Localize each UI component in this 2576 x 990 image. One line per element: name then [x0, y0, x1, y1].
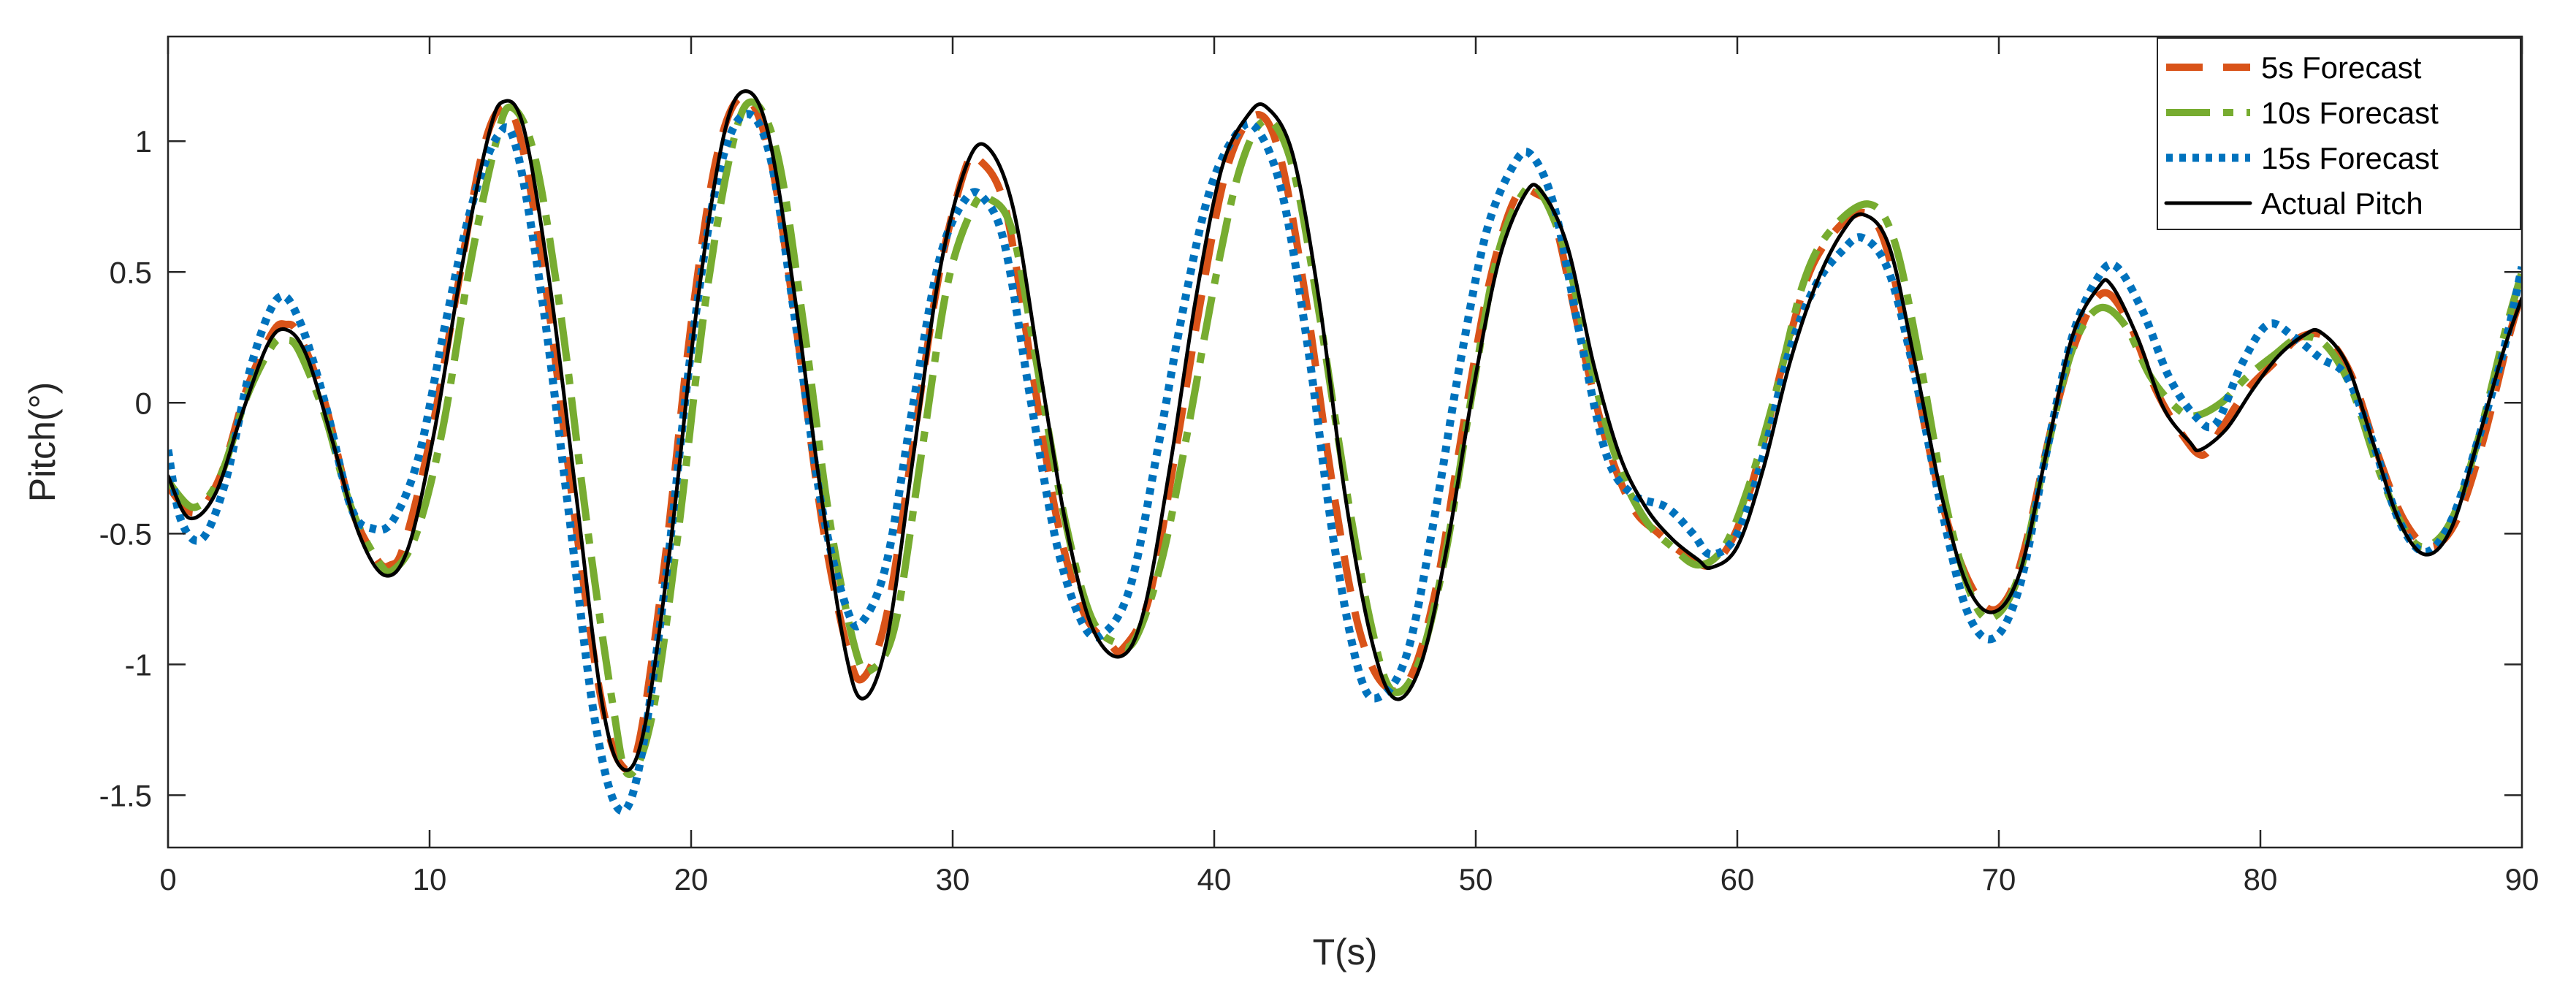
- series-line-10s-forecast: [168, 98, 2522, 778]
- x-tick-label: 40: [1197, 862, 1232, 896]
- x-tick-label: 0: [159, 862, 176, 896]
- legend-box: [2157, 37, 2521, 230]
- legend-label: 5s Forecast: [2261, 50, 2422, 85]
- x-tick-label: 70: [1982, 862, 2016, 896]
- y-axis-label: Pitch(°): [22, 382, 63, 502]
- x-tick-label: 30: [936, 862, 970, 896]
- x-tick-label: 90: [2505, 862, 2539, 896]
- series-line-5s-forecast: [168, 93, 2522, 774]
- x-axis-label: T(s): [1313, 932, 1378, 972]
- y-tick-label: 0.5: [110, 255, 152, 289]
- plot-frame: [167, 35, 2523, 849]
- x-tick-label: 80: [2244, 862, 2278, 896]
- x-tick-label: 20: [674, 862, 709, 896]
- y-tick-label: -0.5: [99, 517, 152, 551]
- x-tick-label: 50: [1459, 862, 1493, 896]
- x-tick-label: 10: [413, 862, 447, 896]
- y-tick-label: -1.5: [99, 778, 152, 812]
- x-tick-label: 60: [1720, 862, 1755, 896]
- axes-ticks: 0 10 20 30 40 50 60 70 80 90 -1.5 -1 -0.5 0 0.5 1: [99, 37, 2539, 896]
- series-layer: [168, 89, 2522, 815]
- series-line-actual-pitch: [168, 89, 2522, 772]
- legend: 5s Forecast 10s Forecast 15s Forecast Actua…: [2157, 37, 2521, 230]
- y-tick-label: 1: [135, 124, 152, 159]
- legend-label: Actual Pitch: [2261, 186, 2423, 221]
- legend-label: 10s Forecast: [2261, 96, 2439, 130]
- legend-label: 15s Forecast: [2261, 141, 2439, 175]
- y-tick-label: -1: [125, 647, 152, 682]
- y-tick-label: 0: [135, 386, 152, 420]
